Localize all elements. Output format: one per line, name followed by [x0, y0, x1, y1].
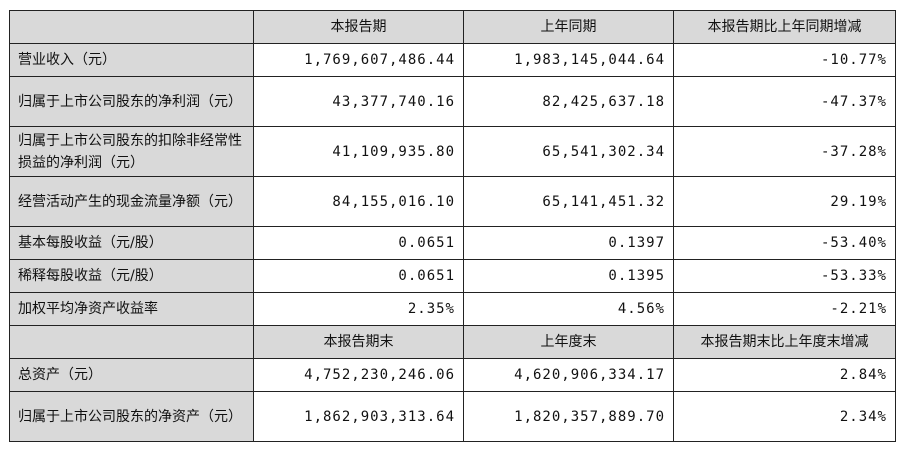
table-row: 归属于上市公司股东的净资产（元） 1,862,903,313.64 1,820,… — [9, 391, 896, 442]
header-cell-empty — [9, 325, 254, 359]
value-previous: 0.1397 — [463, 226, 674, 260]
value-current: 2.35% — [253, 292, 464, 326]
row-label: 加权平均净资产收益率 — [9, 292, 254, 326]
value-current: 0.0651 — [253, 226, 464, 260]
value-previous: 82,425,637.18 — [463, 76, 674, 127]
header-current-period: 本报告期 — [253, 10, 464, 44]
value-change: -37.28% — [673, 126, 896, 177]
row-label: 归属于上市公司股东的扣除非经常性损益的净利润（元） — [9, 126, 254, 177]
table-row: 归属于上市公司股东的扣除非经常性损益的净利润（元） 41,109,935.80 … — [9, 126, 896, 177]
value-current: 1,769,607,486.44 — [253, 43, 464, 77]
table-row: 营业收入（元） 1,769,607,486.44 1,983,145,044.6… — [9, 43, 896, 77]
financial-summary-table: 本报告期 上年同期 本报告期比上年同期增减 营业收入（元） 1,769,607,… — [9, 10, 896, 442]
header-period-change: 本报告期比上年同期增减 — [673, 10, 896, 44]
value-change: -47.37% — [673, 76, 896, 127]
value-previous: 65,541,302.34 — [463, 126, 674, 177]
value-previous: 4,620,906,334.17 — [463, 358, 674, 392]
row-label: 经营活动产生的现金流量净额（元） — [9, 176, 254, 227]
value-change: 29.19% — [673, 176, 896, 227]
value-change: 2.84% — [673, 358, 896, 392]
value-change: -53.40% — [673, 226, 896, 260]
row-label: 归属于上市公司股东的净利润（元） — [9, 76, 254, 127]
table-row: 经营活动产生的现金流量净额（元） 84,155,016.10 65,141,45… — [9, 176, 896, 227]
value-current: 0.0651 — [253, 259, 464, 293]
header-previous-year-end: 上年度末 — [463, 325, 674, 359]
value-change: -53.33% — [673, 259, 896, 293]
row-label: 基本每股收益（元/股） — [9, 226, 254, 260]
table-row: 总资产（元） 4,752,230,246.06 4,620,906,334.17… — [9, 358, 896, 392]
row-label: 归属于上市公司股东的净资产（元） — [9, 391, 254, 442]
row-label: 营业收入（元） — [9, 43, 254, 77]
header-year-end-change: 本报告期末比上年度末增减 — [673, 325, 896, 359]
row-label: 稀释每股收益（元/股） — [9, 259, 254, 293]
value-change: 2.34% — [673, 391, 896, 442]
table-row: 基本每股收益（元/股） 0.0651 0.1397 -53.40% — [9, 226, 896, 260]
value-current: 84,155,016.10 — [253, 176, 464, 227]
header-cell-empty — [9, 10, 254, 44]
value-previous: 0.1395 — [463, 259, 674, 293]
value-previous: 1,983,145,044.64 — [463, 43, 674, 77]
header-previous-period: 上年同期 — [463, 10, 674, 44]
row-label: 总资产（元） — [9, 358, 254, 392]
value-previous: 1,820,357,889.70 — [463, 391, 674, 442]
value-current: 1,862,903,313.64 — [253, 391, 464, 442]
table-row: 加权平均净资产收益率 2.35% 4.56% -2.21% — [9, 292, 896, 326]
value-current: 43,377,740.16 — [253, 76, 464, 127]
value-change: -10.77% — [673, 43, 896, 77]
value-change: -2.21% — [673, 292, 896, 326]
header-period-end: 本报告期末 — [253, 325, 464, 359]
table-row: 归属于上市公司股东的净利润（元） 43,377,740.16 82,425,63… — [9, 76, 896, 127]
value-previous: 65,141,451.32 — [463, 176, 674, 227]
value-previous: 4.56% — [463, 292, 674, 326]
value-current: 41,109,935.80 — [253, 126, 464, 177]
value-current: 4,752,230,246.06 — [253, 358, 464, 392]
table-row: 稀释每股收益（元/股） 0.0651 0.1395 -53.33% — [9, 259, 896, 293]
table-header-row: 本报告期 上年同期 本报告期比上年同期增减 — [9, 10, 896, 44]
table-subheader-row: 本报告期末 上年度末 本报告期末比上年度末增减 — [9, 325, 896, 359]
